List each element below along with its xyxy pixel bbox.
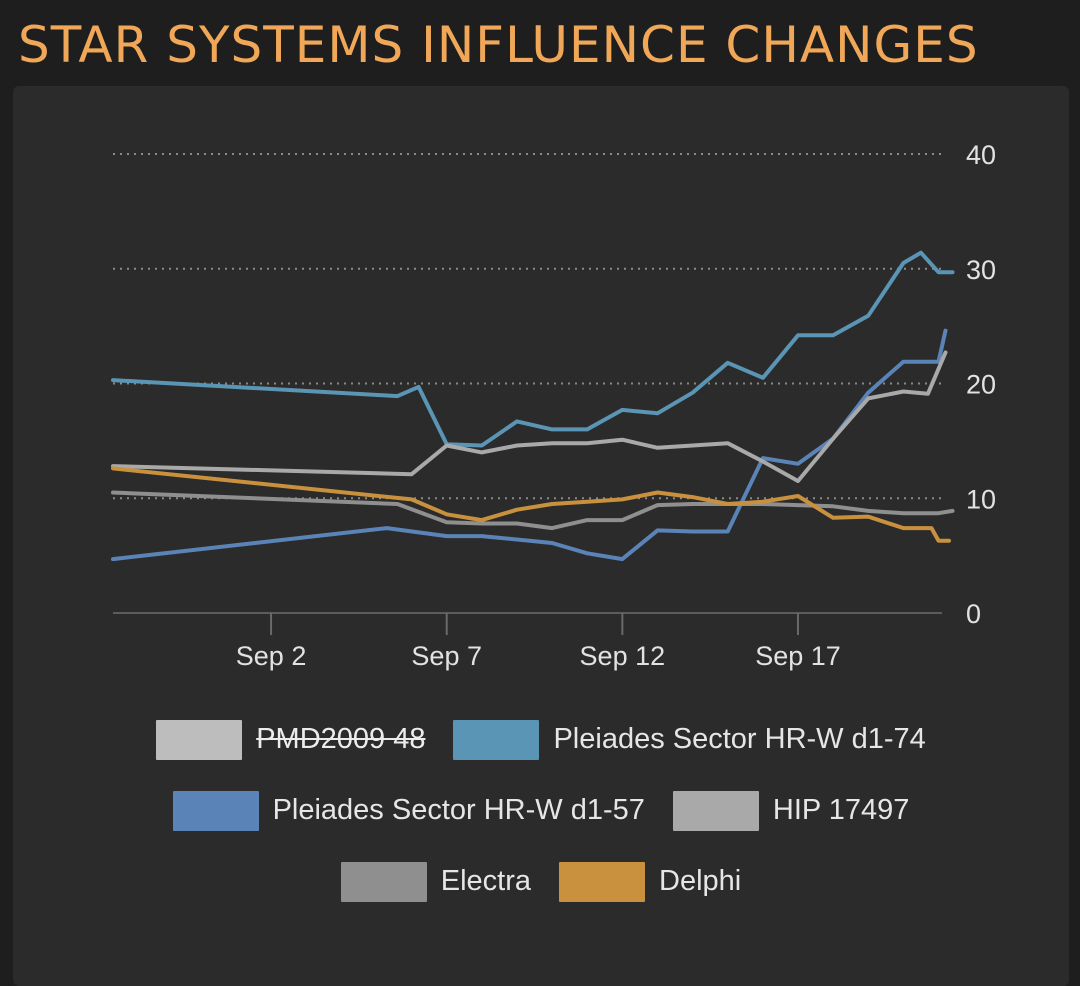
legend-row: Electra Delphi [13,846,1069,917]
legend-swatch [453,719,540,760]
legend-item-electra[interactable]: Electra [340,861,532,902]
y-tick-label: 40 [966,140,996,170]
series-line-hip-17497 [111,350,948,483]
legend-item-delphi[interactable]: Delphi [559,861,742,902]
page-title: STAR SYSTEMS INFLUENCE CHANGES [18,16,979,74]
legend-label: Pleiades Sector HR-W d1-74 [553,723,926,755]
legend-label: HIP 17497 [772,794,910,826]
legend-swatch [559,861,646,902]
legend-swatch [340,861,427,902]
y-tick-label: 0 [966,599,981,629]
legend-item-pleiades-hr-w-d1-74[interactable]: Pleiades Sector HR-W d1-74 [453,719,926,760]
legend-item-pmd2009-48[interactable]: PMD2009 48 [156,719,426,760]
y-tick-label: 30 [966,255,996,285]
x-axis-tick-labels: Sep 2 Sep 7 Sep 12 Sep 17 [236,641,841,671]
legend-swatch [156,719,243,760]
y-tick-label: 20 [966,370,996,400]
grid-lines [113,153,942,500]
legend-label: Delphi [659,865,742,897]
x-tick-label: Sep 12 [580,641,666,671]
legend-row: Pleiades Sector HR-W d1-57 HIP 17497 [13,775,1069,846]
x-tick-label: Sep 2 [236,641,307,671]
legend-swatch [172,790,259,831]
series-line-delphi [111,466,951,543]
x-tick-label: Sep 17 [755,641,841,671]
legend-item-pleiades-hr-w-d1-57[interactable]: Pleiades Sector HR-W d1-57 [172,790,645,831]
legend: PMD2009 48 Pleiades Sector HR-W d1-74 Pl… [13,704,1069,917]
y-tick-label: 10 [966,484,996,514]
chart-panel [13,86,1069,986]
legend-row: PMD2009 48 Pleiades Sector HR-W d1-74 [13,704,1069,775]
legend-swatch [672,790,759,831]
legend-label: Electra [440,865,532,897]
series-line-pleiades-sector-hr-w-d1-74 [111,250,955,448]
y-axis-tick-labels: 0 10 20 30 40 [966,140,996,629]
series-line-pleiades-sector-hr-w-d1-57 [111,328,948,562]
legend-label: Pleiades Sector HR-W d1-57 [272,794,645,826]
x-tick-label: Sep 7 [411,641,482,671]
legend-label: PMD2009 48 [256,723,426,755]
series-line-electra [111,490,955,531]
legend-item-hip-17497[interactable]: HIP 17497 [672,790,910,831]
series-lines [111,250,955,562]
x-axis [113,612,942,635]
